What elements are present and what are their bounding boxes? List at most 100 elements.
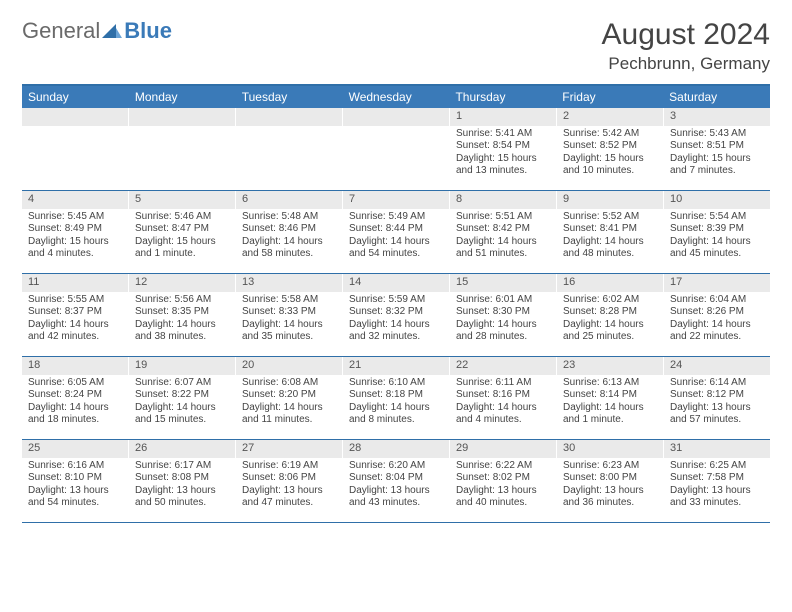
daylight-line2: and 54 minutes.	[28, 497, 122, 510]
sunset-text: Sunset: 8:08 PM	[135, 472, 229, 485]
daylight-line1: Daylight: 13 hours	[670, 485, 764, 498]
sunset-text: Sunset: 8:18 PM	[349, 389, 443, 402]
daylight-line2: and 11 minutes.	[242, 414, 336, 427]
daylight-line2: and 4 minutes.	[28, 248, 122, 261]
day-body: Sunrise: 6:05 AMSunset: 8:24 PMDaylight:…	[22, 375, 128, 431]
day-cell: 26Sunrise: 6:17 AMSunset: 8:08 PMDayligh…	[128, 440, 235, 522]
day-number: 6	[236, 191, 342, 209]
sunrise-text: Sunrise: 6:25 AM	[670, 460, 764, 473]
sunset-text: Sunset: 7:58 PM	[670, 472, 764, 485]
day-body: Sunrise: 6:07 AMSunset: 8:22 PMDaylight:…	[129, 375, 235, 431]
daylight-line2: and 1 minute.	[135, 248, 229, 261]
day-number: 27	[236, 440, 342, 458]
day-body: Sunrise: 5:46 AMSunset: 8:47 PMDaylight:…	[129, 209, 235, 265]
daylight-line2: and 22 minutes.	[670, 331, 764, 344]
daylight-line2: and 51 minutes.	[456, 248, 550, 261]
sunrise-text: Sunrise: 6:07 AM	[135, 377, 229, 390]
daylight-line2: and 36 minutes.	[563, 497, 657, 510]
daylight-line2: and 58 minutes.	[242, 248, 336, 261]
daylight-line2: and 15 minutes.	[135, 414, 229, 427]
daylight-line1: Daylight: 14 hours	[28, 402, 122, 415]
daylight-line1: Daylight: 15 hours	[670, 153, 764, 166]
day-body: Sunrise: 5:52 AMSunset: 8:41 PMDaylight:…	[557, 209, 663, 265]
sunrise-text: Sunrise: 6:10 AM	[349, 377, 443, 390]
logo-text-1: General	[22, 18, 100, 44]
sunset-text: Sunset: 8:02 PM	[456, 472, 550, 485]
day-cell: 17Sunrise: 6:04 AMSunset: 8:26 PMDayligh…	[663, 274, 770, 356]
daylight-line1: Daylight: 14 hours	[670, 236, 764, 249]
daylight-line2: and 28 minutes.	[456, 331, 550, 344]
sunset-text: Sunset: 8:51 PM	[670, 140, 764, 153]
day-cell: 11Sunrise: 5:55 AMSunset: 8:37 PMDayligh…	[22, 274, 128, 356]
day-cell: 19Sunrise: 6:07 AMSunset: 8:22 PMDayligh…	[128, 357, 235, 439]
daylight-line1: Daylight: 14 hours	[456, 319, 550, 332]
day-cell: 3Sunrise: 5:43 AMSunset: 8:51 PMDaylight…	[663, 108, 770, 190]
sunset-text: Sunset: 8:10 PM	[28, 472, 122, 485]
daylight-line1: Daylight: 13 hours	[135, 485, 229, 498]
day-body: Sunrise: 6:08 AMSunset: 8:20 PMDaylight:…	[236, 375, 342, 431]
daylight-line2: and 25 minutes.	[563, 331, 657, 344]
day-cell: 10Sunrise: 5:54 AMSunset: 8:39 PMDayligh…	[663, 191, 770, 273]
daylight-line2: and 13 minutes.	[456, 165, 550, 178]
daylight-line2: and 50 minutes.	[135, 497, 229, 510]
day-number: 3	[664, 108, 770, 126]
sunset-text: Sunset: 8:22 PM	[135, 389, 229, 402]
daylight-line1: Daylight: 13 hours	[349, 485, 443, 498]
day-body: Sunrise: 5:49 AMSunset: 8:44 PMDaylight:…	[343, 209, 449, 265]
sunset-text: Sunset: 8:12 PM	[670, 389, 764, 402]
day-number: 28	[343, 440, 449, 458]
sunrise-text: Sunrise: 6:08 AM	[242, 377, 336, 390]
day-body: Sunrise: 5:55 AMSunset: 8:37 PMDaylight:…	[22, 292, 128, 348]
day-body: Sunrise: 6:01 AMSunset: 8:30 PMDaylight:…	[450, 292, 556, 348]
day-number	[236, 108, 342, 126]
day-number: 5	[129, 191, 235, 209]
daylight-line1: Daylight: 14 hours	[349, 319, 443, 332]
daylight-line1: Daylight: 13 hours	[563, 485, 657, 498]
daylight-line2: and 35 minutes.	[242, 331, 336, 344]
sunrise-text: Sunrise: 6:16 AM	[28, 460, 122, 473]
day-number: 11	[22, 274, 128, 292]
day-number: 19	[129, 357, 235, 375]
day-number: 18	[22, 357, 128, 375]
day-body: Sunrise: 6:11 AMSunset: 8:16 PMDaylight:…	[450, 375, 556, 431]
day-cell: 14Sunrise: 5:59 AMSunset: 8:32 PMDayligh…	[342, 274, 449, 356]
daylight-line1: Daylight: 14 hours	[563, 319, 657, 332]
day-number: 15	[450, 274, 556, 292]
sunrise-text: Sunrise: 5:58 AM	[242, 294, 336, 307]
day-body: Sunrise: 6:10 AMSunset: 8:18 PMDaylight:…	[343, 375, 449, 431]
daylight-line2: and 8 minutes.	[349, 414, 443, 427]
sunset-text: Sunset: 8:04 PM	[349, 472, 443, 485]
day-body: Sunrise: 5:41 AMSunset: 8:54 PMDaylight:…	[450, 126, 556, 182]
daylight-line2: and 18 minutes.	[28, 414, 122, 427]
day-body: Sunrise: 5:43 AMSunset: 8:51 PMDaylight:…	[664, 126, 770, 182]
sunrise-text: Sunrise: 5:41 AM	[456, 128, 550, 141]
day-number: 13	[236, 274, 342, 292]
sunrise-text: Sunrise: 6:01 AM	[456, 294, 550, 307]
daylight-line2: and 48 minutes.	[563, 248, 657, 261]
day-number: 20	[236, 357, 342, 375]
sunset-text: Sunset: 8:30 PM	[456, 306, 550, 319]
sunset-text: Sunset: 8:28 PM	[563, 306, 657, 319]
week-row: 11Sunrise: 5:55 AMSunset: 8:37 PMDayligh…	[22, 274, 770, 357]
day-body: Sunrise: 5:58 AMSunset: 8:33 PMDaylight:…	[236, 292, 342, 348]
day-number: 16	[557, 274, 663, 292]
day-cell: 16Sunrise: 6:02 AMSunset: 8:28 PMDayligh…	[556, 274, 663, 356]
month-title: August 2024	[602, 18, 770, 52]
day-cell: 12Sunrise: 5:56 AMSunset: 8:35 PMDayligh…	[128, 274, 235, 356]
dow-tue: Tuesday	[236, 86, 343, 108]
daylight-line2: and 7 minutes.	[670, 165, 764, 178]
daylight-line2: and 43 minutes.	[349, 497, 443, 510]
daylight-line2: and 38 minutes.	[135, 331, 229, 344]
daylight-line1: Daylight: 14 hours	[456, 402, 550, 415]
sunset-text: Sunset: 8:44 PM	[349, 223, 443, 236]
daylight-line1: Daylight: 14 hours	[135, 319, 229, 332]
sunrise-text: Sunrise: 6:14 AM	[670, 377, 764, 390]
daylight-line1: Daylight: 13 hours	[670, 402, 764, 415]
sunset-text: Sunset: 8:32 PM	[349, 306, 443, 319]
logo: General Blue	[22, 18, 172, 44]
day-cell: 18Sunrise: 6:05 AMSunset: 8:24 PMDayligh…	[22, 357, 128, 439]
sunrise-text: Sunrise: 6:05 AM	[28, 377, 122, 390]
logo-text-2: Blue	[124, 18, 172, 44]
sunrise-text: Sunrise: 6:23 AM	[563, 460, 657, 473]
logo-triangle-icon	[102, 22, 122, 40]
